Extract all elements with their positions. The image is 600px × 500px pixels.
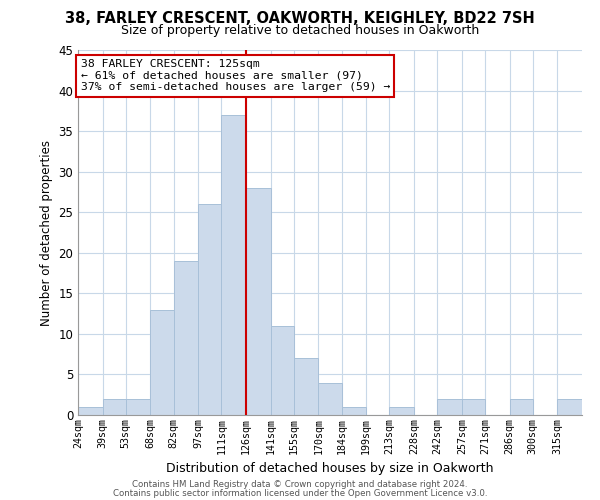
Bar [173,261,198,415]
Text: Size of property relative to detached houses in Oakworth: Size of property relative to detached ho… [121,24,479,37]
Text: Contains public sector information licensed under the Open Government Licence v3: Contains public sector information licen… [113,489,487,498]
Bar [389,407,414,415]
Bar [294,358,319,415]
X-axis label: Distribution of detached houses by size in Oakworth: Distribution of detached houses by size … [166,462,494,475]
Bar [198,204,221,415]
Bar [151,310,173,415]
Bar [103,399,126,415]
Text: 38 FARLEY CRESCENT: 125sqm
← 61% of detached houses are smaller (97)
37% of semi: 38 FARLEY CRESCENT: 125sqm ← 61% of deta… [80,59,390,92]
Bar [509,399,533,415]
Bar [341,407,366,415]
Bar [221,115,246,415]
Text: Contains HM Land Registry data © Crown copyright and database right 2024.: Contains HM Land Registry data © Crown c… [132,480,468,489]
Bar [319,382,341,415]
Bar [78,407,103,415]
Bar [126,399,151,415]
Bar [271,326,294,415]
Bar [557,399,582,415]
Y-axis label: Number of detached properties: Number of detached properties [40,140,53,326]
Text: 38, FARLEY CRESCENT, OAKWORTH, KEIGHLEY, BD22 7SH: 38, FARLEY CRESCENT, OAKWORTH, KEIGHLEY,… [65,11,535,26]
Bar [462,399,485,415]
Bar [246,188,271,415]
Bar [437,399,462,415]
